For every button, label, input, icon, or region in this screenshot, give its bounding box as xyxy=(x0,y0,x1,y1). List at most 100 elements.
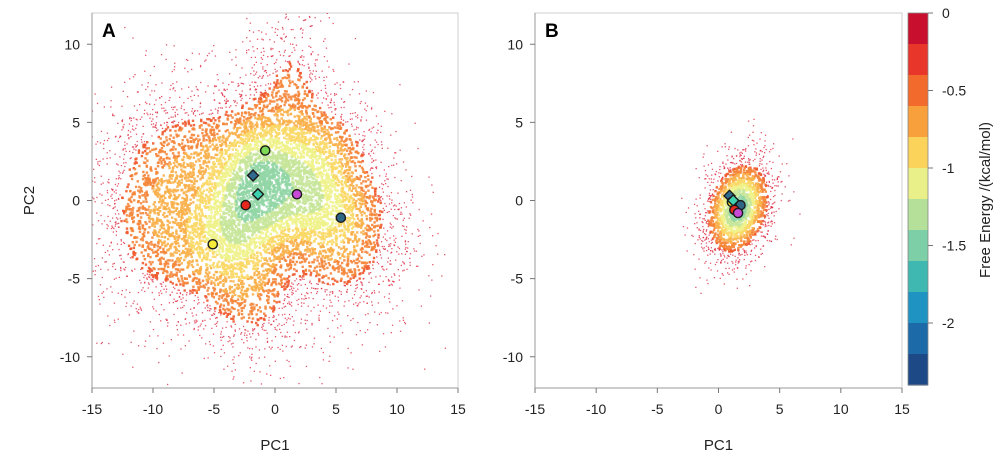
density-point xyxy=(222,299,225,302)
density-point xyxy=(251,309,254,312)
density-point xyxy=(199,172,202,176)
density-point xyxy=(216,302,219,305)
density-point xyxy=(103,139,106,142)
density-point xyxy=(207,293,210,296)
density-point xyxy=(214,99,216,101)
density-point xyxy=(472,290,473,291)
density-point xyxy=(325,137,328,140)
density-point xyxy=(253,74,255,76)
density-point xyxy=(226,307,229,311)
density-point xyxy=(198,170,201,173)
density-point xyxy=(171,252,174,256)
density-point xyxy=(191,265,195,269)
density-point xyxy=(138,312,140,314)
density-point xyxy=(181,170,184,173)
density-point xyxy=(87,191,88,192)
density-point xyxy=(220,143,224,147)
density-point xyxy=(214,300,218,304)
density-point xyxy=(229,291,232,294)
density-point xyxy=(208,118,211,121)
density-point xyxy=(180,275,183,278)
density-point xyxy=(113,191,115,193)
density-point xyxy=(418,230,420,232)
density-point xyxy=(352,204,356,208)
density-point xyxy=(313,337,316,339)
density-point xyxy=(281,85,285,88)
density-point xyxy=(146,193,149,197)
density-point xyxy=(308,243,312,247)
density-point xyxy=(271,323,273,326)
density-point xyxy=(167,227,170,230)
density-point xyxy=(330,301,332,303)
density-point xyxy=(271,55,273,57)
density-point xyxy=(288,254,292,257)
density-point xyxy=(362,267,366,271)
density-point xyxy=(270,110,273,113)
density-point xyxy=(154,205,157,208)
density-point xyxy=(261,76,264,78)
density-point xyxy=(325,307,328,309)
density-point xyxy=(318,314,320,317)
density-point xyxy=(192,171,195,175)
density-point xyxy=(340,266,343,269)
density-point xyxy=(311,322,313,325)
density-point xyxy=(117,164,119,166)
density-point xyxy=(146,277,148,279)
density-point xyxy=(120,269,122,272)
density-point xyxy=(219,277,222,280)
density-point xyxy=(274,360,276,362)
density-point xyxy=(272,48,274,50)
density-point xyxy=(78,171,79,172)
density-point xyxy=(218,137,221,141)
density-point xyxy=(361,271,365,275)
density-point xyxy=(272,259,275,262)
density-point xyxy=(354,290,356,292)
density-point xyxy=(387,278,390,281)
density-point xyxy=(348,150,352,153)
density-point xyxy=(179,224,182,228)
density-point xyxy=(263,273,266,277)
density-point xyxy=(221,336,224,338)
density-point xyxy=(171,202,174,206)
density-point xyxy=(398,275,400,277)
density-point xyxy=(160,235,164,238)
density-point xyxy=(351,148,355,151)
density-point xyxy=(143,228,147,231)
density-point xyxy=(130,120,132,122)
density-point xyxy=(287,18,289,20)
density-point xyxy=(156,171,159,174)
density-point xyxy=(378,198,381,201)
density-point xyxy=(159,239,162,242)
density-point xyxy=(131,229,135,233)
density-point xyxy=(275,74,279,77)
density-point xyxy=(122,261,124,263)
density-point xyxy=(242,325,245,328)
density-point xyxy=(262,317,266,321)
density-point xyxy=(252,98,255,101)
density-point xyxy=(181,301,183,303)
density-point xyxy=(207,154,211,157)
density-point xyxy=(340,261,344,265)
density-point xyxy=(98,164,100,167)
density-point xyxy=(177,307,179,310)
density-point xyxy=(279,257,282,260)
density-point xyxy=(262,276,265,279)
density-point xyxy=(390,192,393,194)
density-point xyxy=(246,37,248,39)
density-point xyxy=(136,310,138,313)
density-point xyxy=(330,122,334,125)
density-point xyxy=(240,309,244,313)
density-point xyxy=(181,138,184,142)
density-point xyxy=(337,131,340,134)
density-point xyxy=(328,126,331,129)
density-point xyxy=(142,143,145,146)
density-point xyxy=(155,154,159,158)
density-point xyxy=(386,178,388,180)
density-point xyxy=(260,51,262,53)
density-point xyxy=(191,184,194,187)
density-point xyxy=(207,357,209,359)
density-point xyxy=(268,346,270,348)
density-point xyxy=(398,279,400,281)
density-point xyxy=(184,198,187,201)
density-point xyxy=(290,0,291,1)
